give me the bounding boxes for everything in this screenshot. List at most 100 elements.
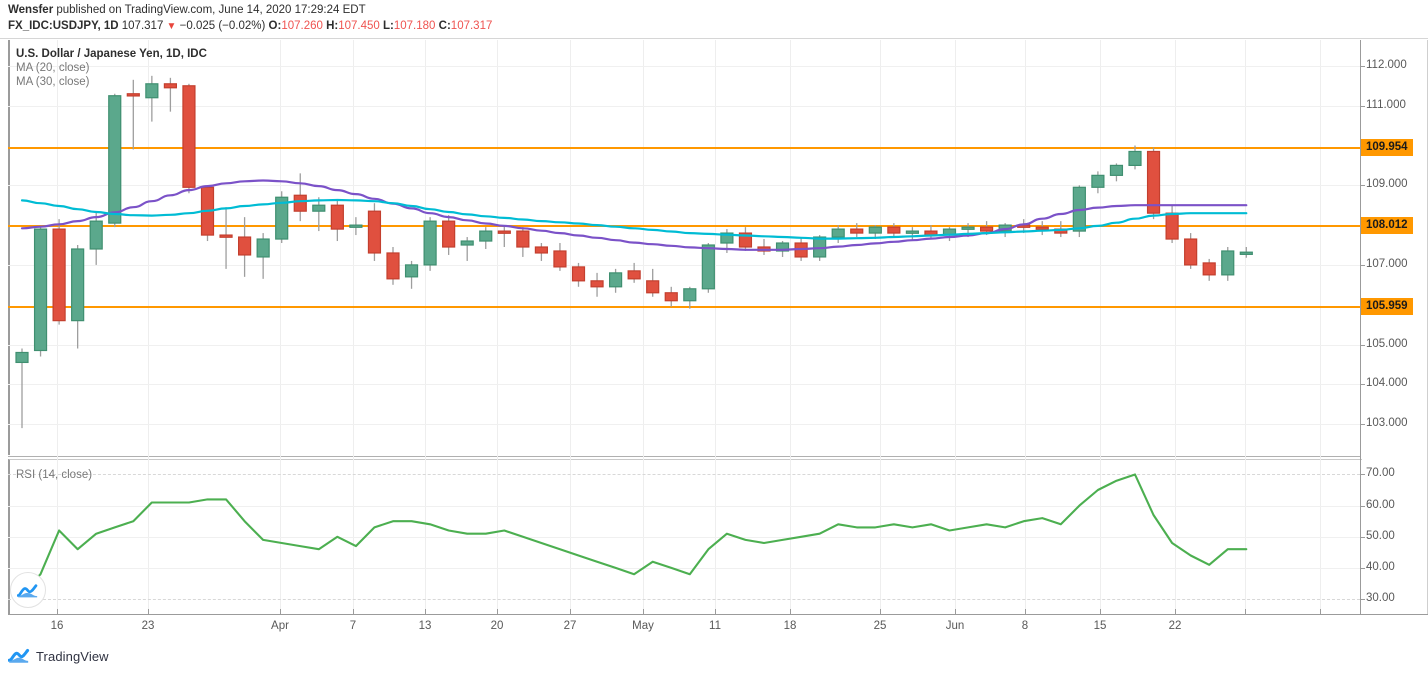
price-axis-tick (1360, 66, 1365, 67)
price-axis-label: 103.000 (1366, 417, 1408, 429)
tradingview-circle-icon (10, 572, 46, 608)
vertical-gridline (715, 40, 716, 614)
price-level-label[interactable]: 105.959 (1361, 298, 1413, 315)
symbol-label: FX_IDC:USDJPY, 1D (8, 20, 119, 32)
time-axis-tick (1025, 609, 1026, 614)
price-axis-tick (1360, 345, 1365, 346)
rsi-legend[interactable]: RSI (14, close) (16, 469, 93, 481)
close-value: 107.317 (450, 20, 493, 32)
time-axis-tick (425, 609, 426, 614)
price-level-label[interactable]: 108.012 (1361, 217, 1413, 234)
price-axis-label: 104.000 (1366, 377, 1408, 389)
close-key: C: (438, 20, 451, 32)
horizontal-gridline (8, 424, 1360, 425)
ma30-legend[interactable]: MA (30, close) (16, 76, 90, 88)
vertical-gridline (1245, 40, 1246, 614)
price-axis-tick (1360, 185, 1365, 186)
time-axis-tick (280, 609, 281, 614)
horizontal-gridline (8, 185, 1360, 186)
vertical-gridline (1100, 40, 1101, 614)
vertical-gridline (570, 40, 571, 614)
time-axis-tick (790, 609, 791, 614)
horizontal-gridline (8, 265, 1360, 266)
price-axis-tick (1360, 106, 1365, 107)
rsi-gridline (8, 568, 1360, 569)
price-pane-legend: U.S. Dollar / Japanese Yen, 1D, IDC MA (… (16, 47, 207, 89)
horizontal-gridline (8, 106, 1360, 107)
horizontal-gridline (8, 384, 1360, 385)
publish-info: Wensfer published on TradingView.com, Ju… (8, 3, 366, 18)
time-axis-tick (1175, 609, 1176, 614)
ma20-legend[interactable]: MA (20, close) (16, 62, 90, 74)
rsi-axis-tick (1360, 474, 1365, 475)
time-axis-label: 7 (349, 620, 357, 632)
time-axis-divider (8, 614, 1428, 615)
open-value: 107.260 (281, 20, 323, 32)
rsi-axis-label: 50.00 (1366, 530, 1395, 542)
time-axis-label: 25 (873, 620, 887, 632)
price-level-label[interactable]: 109.954 (1361, 139, 1413, 156)
time-axis-label: 8 (1021, 620, 1029, 632)
time-axis-label: Apr (271, 620, 289, 632)
low-value: 107.180 (393, 20, 436, 32)
quote-line: FX_IDC:USDJPY, 1D 107.317 ▼ −0.025 (−0.0… (8, 19, 492, 34)
vertical-gridline (790, 40, 791, 614)
vertical-gridline (880, 40, 881, 614)
time-axis-label: May (632, 620, 654, 632)
price-level-line[interactable] (8, 306, 1360, 308)
tradingview-logo-icon (8, 648, 30, 663)
vertical-gridline (497, 40, 498, 614)
vertical-gridline (1025, 40, 1026, 614)
time-axis-label: 11 (709, 620, 721, 632)
time-axis-label: 15 (1093, 620, 1107, 632)
vertical-gridline (955, 40, 956, 614)
rsi-axis-label: 70.00 (1366, 467, 1395, 479)
vertical-gridline (1320, 40, 1321, 614)
time-axis-label: 22 (1168, 620, 1182, 632)
horizontal-gridline (8, 345, 1360, 346)
tradingview-brand-label: TradingView (36, 648, 109, 664)
chart-title: U.S. Dollar / Japanese Yen, 1D, IDC (16, 48, 207, 60)
vertical-gridline (353, 40, 354, 614)
time-axis-label: 18 (783, 620, 797, 632)
header-divider (0, 38, 1428, 39)
high-key: H: (326, 20, 339, 32)
open-key: O: (268, 20, 282, 32)
price-axis-label: 105.000 (1366, 338, 1408, 350)
price-pane[interactable] (8, 40, 1362, 455)
tradingview-footer[interactable]: TradingView (8, 648, 109, 664)
time-axis-label: 27 (563, 620, 577, 632)
vertical-gridline (425, 40, 426, 614)
time-axis-tick (570, 609, 571, 614)
price-axis-label: 107.000 (1366, 258, 1408, 270)
time-axis-label: Jun (945, 620, 965, 632)
time-axis-tick (955, 609, 956, 614)
rsi-gridline (8, 506, 1360, 507)
time-axis-tick (497, 609, 498, 614)
publish-text: published on TradingView.com, June 14, 2… (56, 4, 366, 16)
price-axis-label: 111.000 (1366, 99, 1406, 111)
time-axis-tick (1245, 609, 1246, 614)
pane-divider (8, 456, 1360, 457)
time-axis-label: 13 (418, 620, 432, 632)
time-axis-tick (148, 609, 149, 614)
rsi-axis-label: 40.00 (1366, 561, 1395, 573)
rsi-axis-label: 60.00 (1366, 499, 1395, 511)
rsi-axis-tick (1360, 537, 1365, 538)
price-axis-label: 112.000 (1366, 59, 1407, 71)
time-axis-label: 23 (141, 620, 155, 632)
vertical-gridline (280, 40, 281, 614)
price-axis-tick (1360, 424, 1365, 425)
price-level-line[interactable] (8, 147, 1360, 149)
rsi-gridline (8, 537, 1360, 538)
triangle-down-icon: ▼ (166, 21, 177, 32)
rsi-axis-tick (1360, 568, 1365, 569)
price-level-line[interactable] (8, 225, 1360, 227)
time-axis-label: 16 (50, 620, 64, 632)
price-change: −0.025 (−0.02%) (179, 20, 266, 32)
price-axis-label: 109.000 (1366, 178, 1408, 190)
tradingview-glyph (17, 584, 38, 598)
rsi-axis-tick (1360, 506, 1365, 507)
price-axis-tick (1360, 384, 1365, 385)
